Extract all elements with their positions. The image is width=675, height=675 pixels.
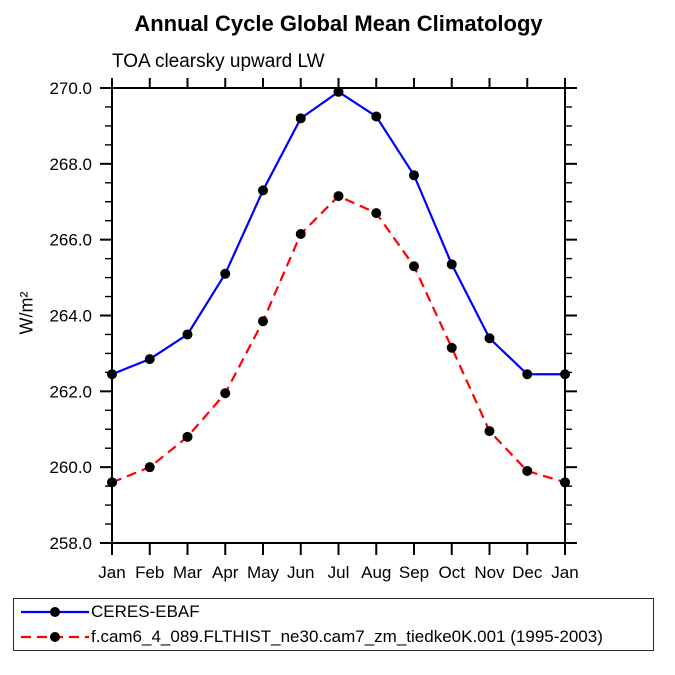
data-point-marker	[446, 259, 457, 270]
data-point-marker	[144, 354, 155, 365]
x-tick-label: Apr	[212, 563, 239, 582]
x-tick-label: Oct	[439, 563, 466, 582]
data-point-marker	[295, 228, 306, 239]
x-tick-label: Aug	[361, 563, 391, 582]
legend-label: f.cam6_4_089.FLTHIST_ne30.cam7_zm_tiedke…	[91, 626, 603, 646]
data-point-marker	[258, 316, 268, 327]
legend-label: CERES-EBAF	[91, 602, 200, 622]
legend-marker-icon	[50, 607, 60, 618]
x-tick-label: Nov	[474, 563, 505, 582]
legend-marker-icon	[50, 631, 60, 642]
data-point-marker	[182, 431, 193, 442]
data-point-marker	[409, 170, 419, 181]
data-point-marker	[522, 369, 533, 380]
y-tick-label: 260.0	[49, 458, 92, 477]
chart-subtitle: TOA clearsky upward LW	[112, 51, 325, 72]
y-tick-label: 258.0	[49, 534, 92, 553]
plot-frame	[111, 87, 566, 544]
y-tick-label: 270.0	[49, 79, 92, 98]
data-point-marker	[220, 268, 231, 279]
y-tick-label: 264.0	[49, 307, 92, 326]
data-point-marker	[409, 261, 419, 272]
legend: CERES-EBAF f.cam6_4_089.FLTHIST_ne30.cam7…	[13, 598, 654, 651]
data-point-marker	[144, 462, 155, 473]
data-point-marker	[484, 333, 495, 344]
x-tick-label: Sep	[399, 563, 429, 582]
data-point-marker	[333, 191, 344, 202]
data-point-marker	[295, 113, 306, 124]
x-tick-label: May	[247, 563, 280, 582]
legend-line-sample	[21, 631, 89, 642]
series-line-0	[111, 90, 565, 376]
legend-item: f.cam6_4_089.FLTHIST_ne30.cam7_zm_tiedke…	[21, 625, 653, 650]
y-tick-label: 266.0	[49, 231, 92, 250]
data-point-marker	[560, 369, 570, 380]
data-point-marker	[220, 388, 231, 399]
data-point-marker	[258, 185, 268, 196]
data-point-marker	[107, 477, 117, 488]
chart-title: Annual Cycle Global Mean Climatology	[134, 11, 543, 36]
y-tick-label: 268.0	[49, 155, 92, 174]
x-tick-label: Mar	[173, 563, 203, 582]
y-tick-label: 262.0	[49, 382, 92, 401]
data-point-marker	[446, 342, 457, 353]
data-point-marker	[182, 329, 193, 340]
data-point-marker	[371, 111, 382, 122]
x-tick-label: Jan	[551, 563, 578, 582]
x-tick-label: Jul	[328, 563, 350, 582]
legend-line-sample	[21, 607, 89, 618]
data-point-marker	[560, 477, 570, 488]
data-point-marker	[371, 208, 382, 219]
legend-item: CERES-EBAF	[21, 600, 653, 625]
data-point-marker	[333, 86, 344, 97]
x-tick-label: Dec	[512, 563, 543, 582]
x-tick-label: Jun	[287, 563, 314, 582]
x-tick-label: Jan	[98, 563, 125, 582]
data-point-marker	[484, 426, 495, 437]
data-point-marker	[107, 369, 117, 380]
data-point-marker	[522, 465, 533, 476]
x-tick-label: Feb	[135, 563, 164, 582]
